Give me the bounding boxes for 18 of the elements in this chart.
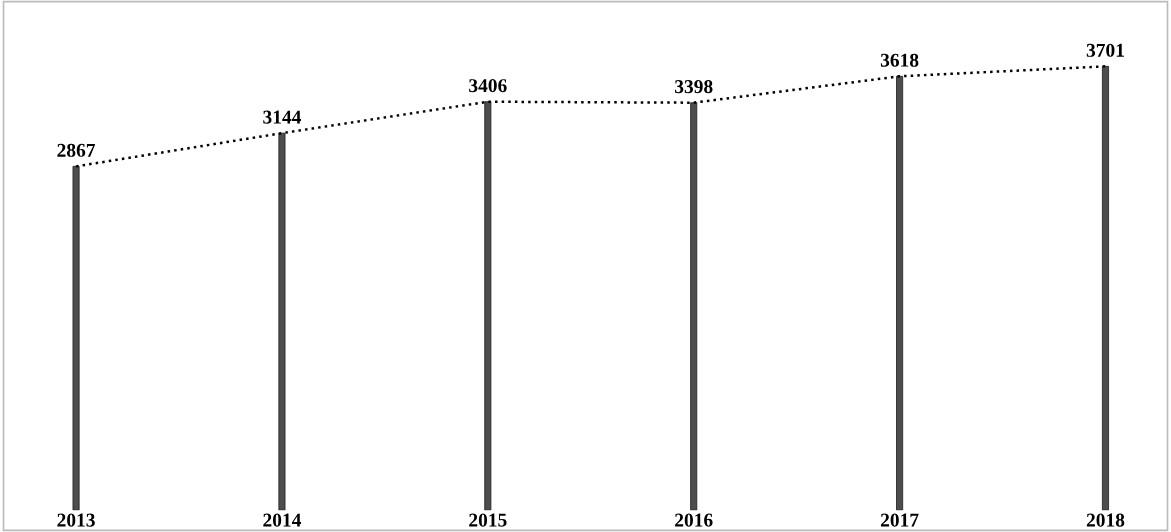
data-label: 3701 xyxy=(1086,43,1124,57)
bar xyxy=(690,102,698,511)
bar xyxy=(72,165,80,511)
data-label: 3406 xyxy=(469,79,507,93)
data-label: 3144 xyxy=(263,110,302,124)
bar xyxy=(1101,65,1109,511)
data-label: 3618 xyxy=(880,53,919,67)
x-tick-label: 2015 xyxy=(469,513,507,527)
x-tick-label: 2013 xyxy=(57,513,95,527)
bar xyxy=(896,75,904,511)
x-tick-label: 2017 xyxy=(880,513,919,527)
bar xyxy=(278,132,286,511)
x-tick-label: 2018 xyxy=(1086,513,1125,527)
data-label: 2867 xyxy=(57,143,96,157)
data-label: 3398 xyxy=(675,80,713,94)
x-tick-label: 2016 xyxy=(675,513,713,527)
x-tick-label: 2014 xyxy=(263,513,302,527)
bar xyxy=(484,101,492,511)
